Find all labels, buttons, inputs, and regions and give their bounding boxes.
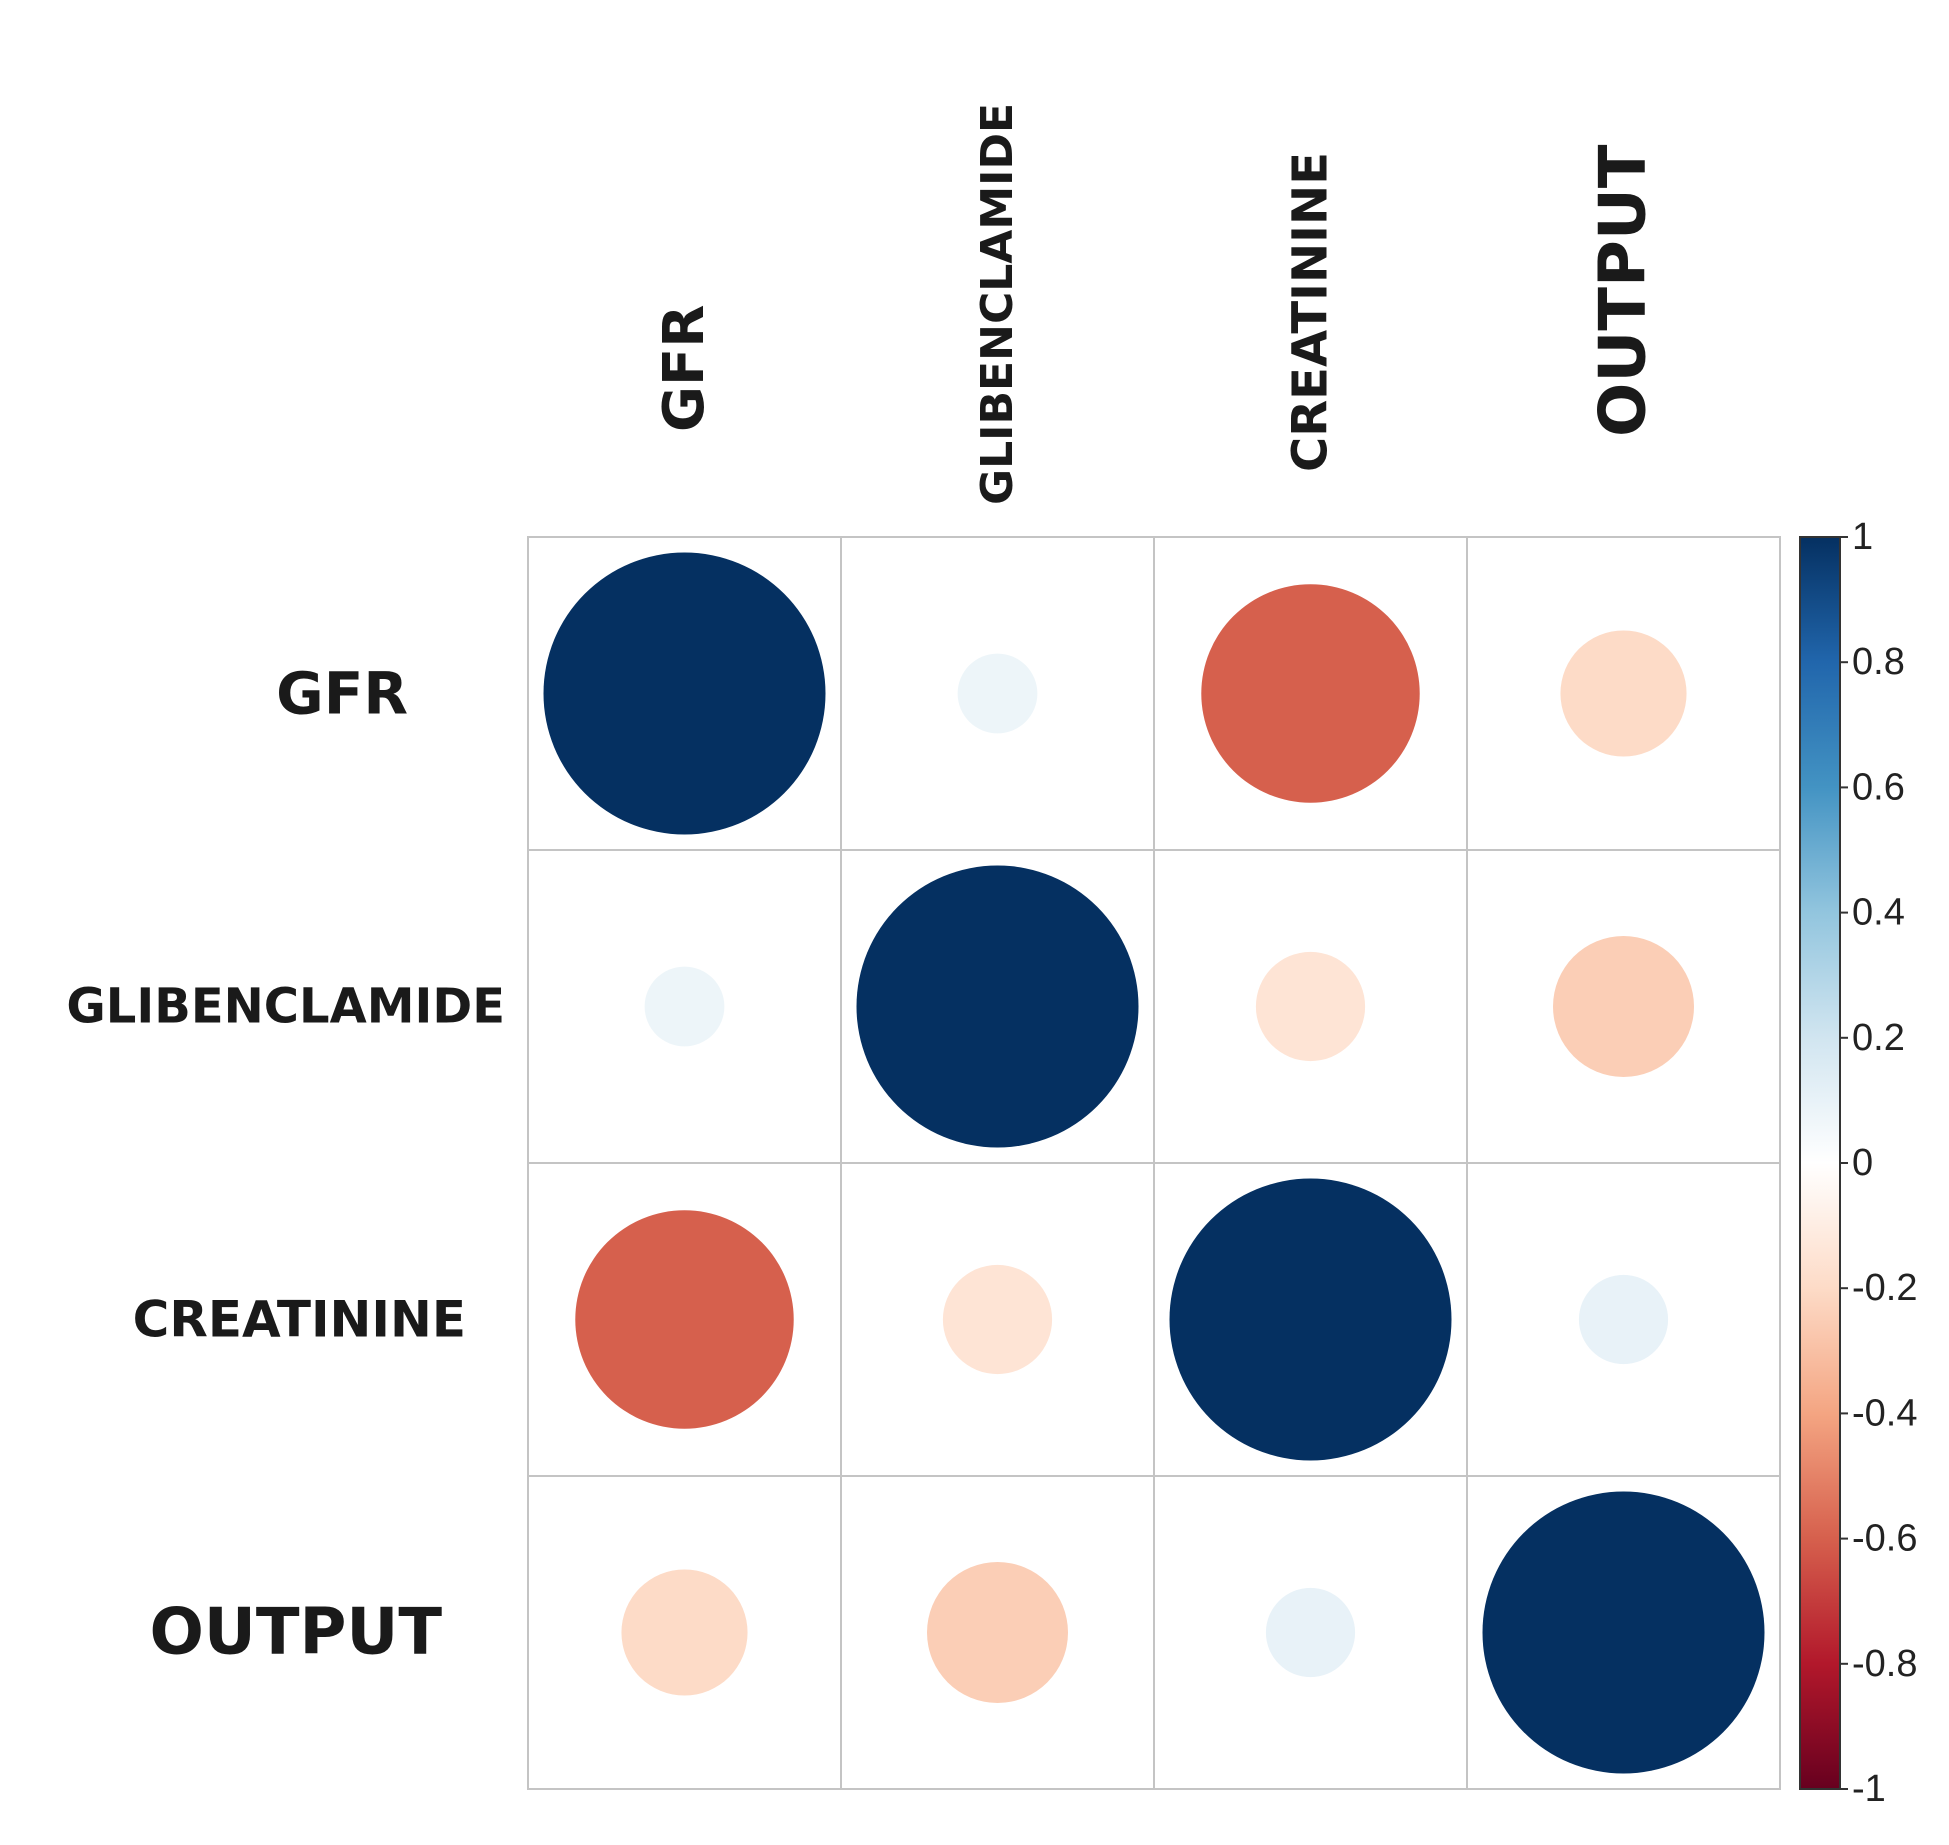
corr-circle-gfr-gfr (543, 552, 826, 835)
grid-cell (840, 1475, 1155, 1790)
corr-circle-creatinine-output (1578, 1274, 1669, 1365)
corr-circle-glibenclamide-glibenclamide (856, 865, 1139, 1148)
col-label-glibenclamide: GLIBENCLAMIDE (972, 103, 1023, 505)
colorbar-tick-label: 0.8 (1852, 641, 1905, 683)
corr-circle-glibenclamide-gfr (644, 966, 725, 1047)
colorbar-tick-label: 1 (1852, 516, 1873, 558)
corr-circle-glibenclamide-output (1553, 936, 1694, 1077)
correlation-circles (543, 552, 1765, 1774)
corr-circle-creatinine-gfr (575, 1210, 794, 1429)
colorbar-tick-label: -0.4 (1852, 1392, 1917, 1434)
colorbar-tick-label: -0.6 (1852, 1518, 1917, 1560)
colorbar-tick-label: 0.6 (1852, 766, 1905, 808)
corr-circle-gfr-glibenclamide (957, 653, 1038, 734)
corr-circle-output-gfr (621, 1569, 748, 1696)
row-label-gfr: GFR (276, 660, 408, 728)
col-label-gfr: GFR (652, 305, 717, 432)
colorbar-tick-label: 0 (1852, 1142, 1873, 1184)
row-label-output: OUTPUT (149, 1596, 442, 1670)
corr-circle-output-output (1482, 1491, 1765, 1774)
corr-circle-creatinine-glibenclamide (942, 1264, 1053, 1375)
colorbar-ticks: 1 0.8 0.6 0.4 0.2 0 -0.2 -0.4 -0.6 -0.8 -1 (1840, 516, 1917, 1810)
row-labels: GFR GLIBENCLAMIDE CREATININE OUTPUT (66, 660, 505, 1670)
col-label-output: OUTPUT (1587, 144, 1661, 437)
corr-circle-output-creatinine (1265, 1587, 1356, 1678)
row-label-glibenclamide: GLIBENCLAMIDE (66, 979, 505, 1035)
colorbar-tick-label: -0.2 (1852, 1267, 1917, 1309)
colorbar-tick-label: 0.2 (1852, 1017, 1905, 1059)
corr-circle-gfr-output (1560, 630, 1687, 757)
colorbar-tick-label: -1 (1852, 1768, 1886, 1810)
colorbar: 1 0.8 0.6 0.4 0.2 0 -0.2 -0.4 -0.6 -0.8 -1 (1799, 516, 1917, 1810)
corr-circle-output-glibenclamide (927, 1562, 1068, 1703)
corr-circle-creatinine-creatinine (1169, 1178, 1452, 1461)
corr-circle-glibenclamide-creatinine (1255, 951, 1366, 1062)
colorbar-gradient (1799, 536, 1841, 1790)
row-label-creatinine: CREATININE (133, 1291, 466, 1349)
col-label-creatinine: CREATININE (1283, 152, 1339, 472)
colorbar-tick-label: -0.8 (1852, 1643, 1917, 1685)
corr-circle-gfr-creatinine (1201, 584, 1420, 803)
column-labels: GFR GLIBENCLAMIDE CREATININE OUTPUT (652, 103, 1661, 505)
colorbar-tick-label: 0.4 (1852, 892, 1905, 934)
